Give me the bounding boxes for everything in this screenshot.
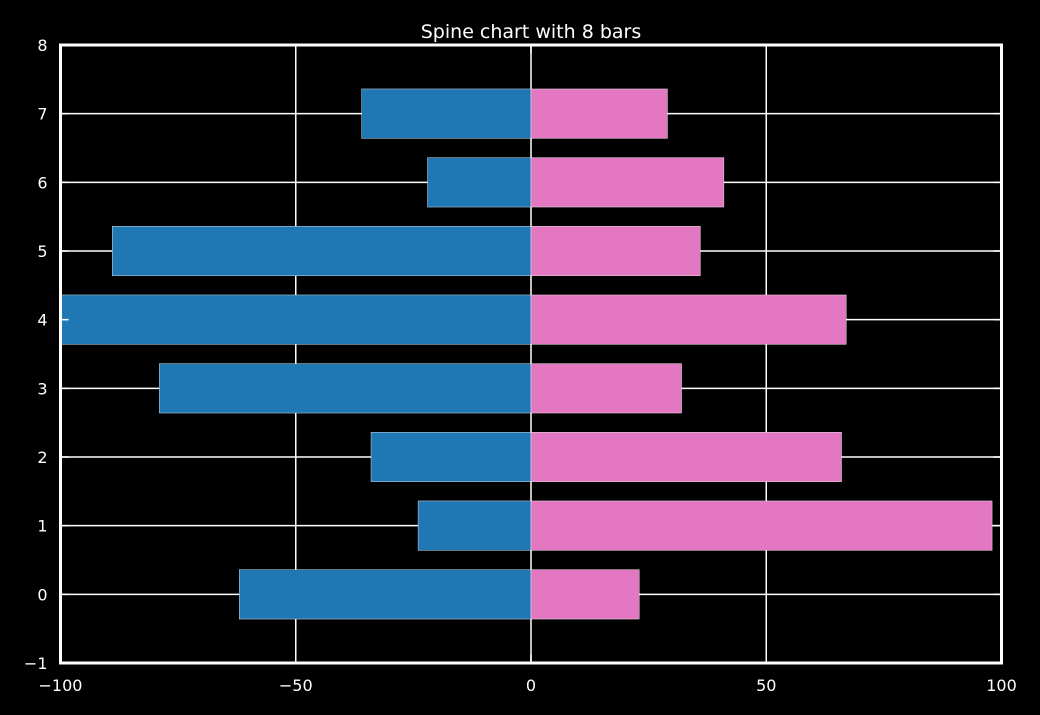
x-tick-label: 50	[756, 676, 776, 695]
bars	[60, 88, 993, 620]
left-bar-4	[60, 294, 532, 345]
y-tick-labels: −1 0 1 2 3 4 5 6 7 8	[24, 36, 48, 673]
x-tick-label: −100	[39, 676, 83, 695]
y-tick-label: 4	[37, 311, 47, 330]
right-bar-4	[530, 294, 847, 345]
y-tick-label: 6	[37, 173, 47, 192]
y-tick-label: −1	[24, 654, 48, 673]
y-tick-label: 5	[37, 242, 47, 261]
right-bar-1	[530, 500, 993, 551]
x-tick-label: 0	[526, 676, 536, 695]
right-bar-5	[530, 226, 701, 276]
y-tick-label: 8	[37, 36, 47, 55]
left-bar-2	[370, 432, 532, 482]
left-bar-7	[361, 88, 532, 139]
left-bar-0	[239, 569, 532, 620]
right-bar-2	[530, 432, 842, 482]
x-tick-labels: −100 −50 0 50 100	[39, 676, 1017, 695]
x-tick-label: 100	[986, 676, 1017, 695]
y-tick-label: 1	[37, 517, 47, 536]
y-tick-label: 0	[37, 585, 47, 604]
left-bar-3	[159, 363, 532, 414]
left-bar-1	[417, 500, 532, 551]
right-bar-0	[530, 569, 640, 620]
chart-title: Spine chart with 8 bars	[421, 21, 642, 43]
x-tick-label: −50	[279, 676, 313, 695]
left-bar-6	[427, 157, 532, 208]
right-bar-6	[530, 157, 725, 208]
y-tick-label: 2	[37, 448, 47, 467]
right-bar-7	[530, 88, 668, 139]
right-bar-3	[530, 363, 682, 414]
ticks	[59, 44, 1003, 664]
y-tick-label: 7	[37, 105, 47, 124]
left-bar-5	[112, 226, 532, 276]
y-tick-label: 3	[37, 379, 47, 398]
